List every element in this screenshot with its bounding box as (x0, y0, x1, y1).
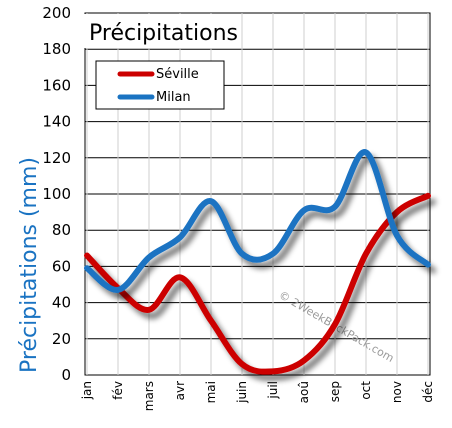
y-tick-label: 180 (42, 40, 71, 58)
x-tick-label: mai (204, 381, 218, 403)
x-tick-label: déc (421, 381, 435, 403)
y-tick-label: 120 (42, 149, 71, 167)
x-tick-label: nov (390, 381, 404, 403)
y-tick-label: 100 (42, 185, 71, 203)
x-axis-ticks: jan fév mars avr mai juin juil aoû sep oct nov déc (80, 381, 435, 412)
y-tick-label: 60 (52, 257, 71, 275)
x-tick-label: juin (235, 381, 249, 404)
x-tick-label: jan (80, 381, 94, 400)
x-tick-label: mars (142, 381, 156, 411)
series-line-milan (84, 149, 431, 293)
y-tick-label: 0 (61, 366, 71, 384)
legend-box (95, 60, 225, 110)
y-tick-label: 140 (42, 113, 71, 131)
y-tick-label: 200 (42, 4, 71, 22)
x-tick-label: juil (266, 381, 280, 400)
x-tick-label: aoû (297, 381, 311, 403)
x-tick-label: fév (111, 381, 125, 400)
series-line-seville (84, 192, 431, 375)
x-tick-label: avr (173, 381, 187, 400)
x-tick-label: oct (359, 381, 373, 400)
y-axis-ticks: 0 20 40 60 80 100 120 140 160 180 200 (42, 4, 71, 384)
y-tick-label: 20 (52, 330, 71, 348)
legend-label-seville: Séville (156, 67, 199, 82)
y-axis-label: Précipitations (mm) (17, 157, 42, 373)
legend-label-milan: Milan (156, 90, 191, 105)
y-tick-label: 160 (42, 76, 71, 94)
y-tick-label: 80 (52, 221, 71, 239)
x-tick-label: sep (328, 381, 342, 402)
title-box (83, 14, 235, 48)
legend: Séville Milan (95, 60, 225, 110)
series-lines (84, 149, 431, 375)
y-tick-label: 40 (52, 294, 71, 312)
chart-title: Précipitations (89, 21, 238, 46)
